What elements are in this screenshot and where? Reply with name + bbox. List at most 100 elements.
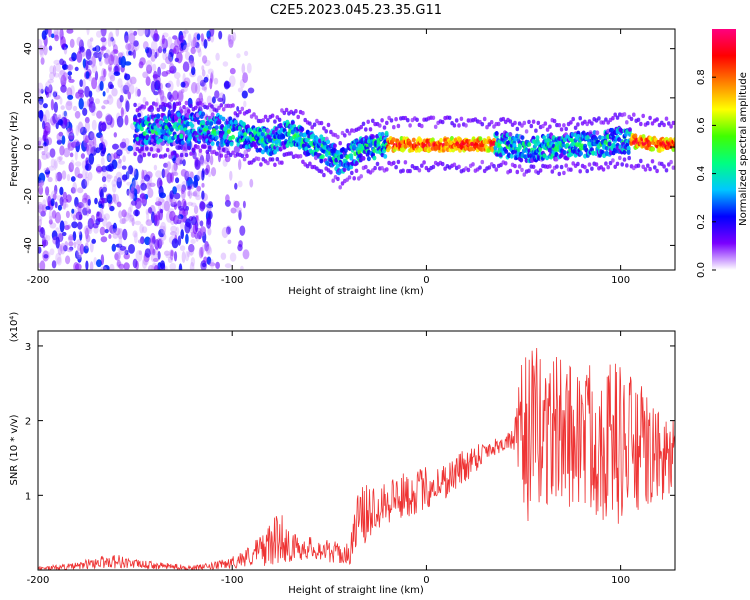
spectrogram-cell <box>221 227 229 239</box>
spectrogram-cell <box>128 51 134 56</box>
spectrogram-cell <box>82 78 86 90</box>
spectrogram-cell <box>562 170 566 176</box>
spectrogram-cell <box>111 243 117 252</box>
spectrogram-cell <box>74 149 78 161</box>
spectrogram-cell <box>171 238 179 249</box>
spectrogram-cell <box>121 174 128 181</box>
spectrogram-cell <box>164 118 169 124</box>
spectrogram-cell <box>174 214 182 223</box>
spectrogram-cell <box>183 29 189 34</box>
spectrogram-cell <box>177 200 182 209</box>
spectrogram-cell <box>139 192 147 204</box>
spectrogram-cell <box>607 141 612 147</box>
spectrogram-cell <box>160 221 167 234</box>
spectrogram-cell <box>54 184 58 195</box>
spectrogram-cell <box>104 229 109 234</box>
spectrogram-cell <box>150 129 155 135</box>
spectrogram-cell <box>61 64 69 70</box>
spectrogram-cell <box>152 248 156 256</box>
spectrogram-cell <box>394 117 398 122</box>
spectrogram-cell <box>150 232 156 244</box>
spectrogram-cell <box>202 231 207 243</box>
spectrogram-cell <box>618 155 622 161</box>
spectrogram-cell <box>266 118 270 123</box>
spectrogram-cell <box>127 91 131 100</box>
spectrogram-cell <box>103 68 107 78</box>
spectrogram-cell <box>669 159 673 165</box>
spectrogram-cell <box>116 149 123 157</box>
spectrogram-cell <box>101 121 107 132</box>
spectrogram-cell <box>186 42 191 47</box>
spectrogram-cell <box>53 158 57 171</box>
spectrogram-cell <box>154 29 158 42</box>
spectrogram-cell <box>115 29 120 37</box>
spectrogram-cell <box>214 125 219 130</box>
spectrogram-cell <box>190 60 195 69</box>
spectrogram-cell <box>113 132 118 138</box>
colorbar-tick-label: 0.2 <box>696 214 707 230</box>
spectrogram-cell <box>158 46 163 54</box>
spectrogram-cell <box>201 170 205 181</box>
spectrogram-cell <box>338 185 343 190</box>
spectrogram-cell <box>408 168 412 174</box>
spectrogram-cell <box>91 119 97 131</box>
spectrogram-cell <box>513 120 517 126</box>
spectrogram-cell <box>300 126 305 132</box>
spectrogram-cell <box>96 132 103 139</box>
spectrogram-cell <box>180 229 184 240</box>
spectrogram-cell <box>126 167 130 180</box>
spectrogram-cell <box>188 54 194 64</box>
spectrogram-cell <box>69 38 75 49</box>
spectrogram-cell <box>45 186 50 196</box>
spectrogram-cell <box>42 103 48 109</box>
spectrogram-cell <box>256 156 261 162</box>
spectrogram-cell <box>85 171 89 179</box>
spectrogram-cell <box>38 205 42 214</box>
spectrogram-cell <box>107 37 112 47</box>
spectrogram-cell <box>72 105 78 112</box>
spectrogram-cell <box>96 30 102 38</box>
spectrogram-cell <box>62 199 67 210</box>
spectrogram-cell <box>61 231 67 237</box>
spectrogram-cell <box>67 142 75 151</box>
spectrogram-cell <box>43 167 50 172</box>
spectrogram-cell <box>169 127 174 132</box>
spectrogram-cell <box>632 112 636 117</box>
spectrogram-cell <box>58 70 66 81</box>
spectrogram-cell <box>52 90 57 98</box>
spectrogram-cell <box>161 129 166 135</box>
colorbar: 0.0 0.2 0.4 0.6 0.8 Normalized spectral ampl… <box>696 29 749 278</box>
spectrogram-cell <box>68 64 72 71</box>
spectrogram-cell <box>149 242 155 248</box>
spectrogram-cell <box>89 37 94 42</box>
spectrogram-cell <box>169 249 175 257</box>
spectrogram-cell <box>167 91 173 101</box>
spectrogram-cell <box>98 51 102 62</box>
spectrogram-cell <box>91 54 97 67</box>
spectrogram-cell <box>221 116 226 122</box>
spectrogram-cell <box>62 72 68 81</box>
spectrogram-cell <box>173 251 178 262</box>
spectrogram-cell <box>420 123 424 129</box>
spectrogram-cell <box>118 210 123 219</box>
spectrogram-cell <box>152 257 159 262</box>
spectrogram-cell <box>119 245 127 251</box>
spectrogram-cell <box>343 148 348 154</box>
spectrogram-cell <box>222 93 226 105</box>
spectrogram-cell <box>204 241 210 252</box>
spectrogram-cell <box>149 244 155 256</box>
spectrogram-cell <box>233 145 240 154</box>
spectrogram-cell <box>120 84 125 94</box>
spectrogram-cell <box>79 126 87 136</box>
spectrogram-cell <box>259 162 263 167</box>
spectrogram-cell <box>629 116 634 122</box>
spectrogram-cell <box>415 117 419 123</box>
spectrogram-cell <box>70 159 75 170</box>
spectrogram-cell <box>538 168 543 173</box>
spectrogram-cell <box>102 183 108 194</box>
spectrogram-cell <box>55 227 60 233</box>
x-tick-label: -200 <box>27 575 50 586</box>
spectrogram-cell <box>139 223 144 234</box>
spectrogram-cell <box>134 220 142 226</box>
spectrogram-cell <box>159 239 165 246</box>
